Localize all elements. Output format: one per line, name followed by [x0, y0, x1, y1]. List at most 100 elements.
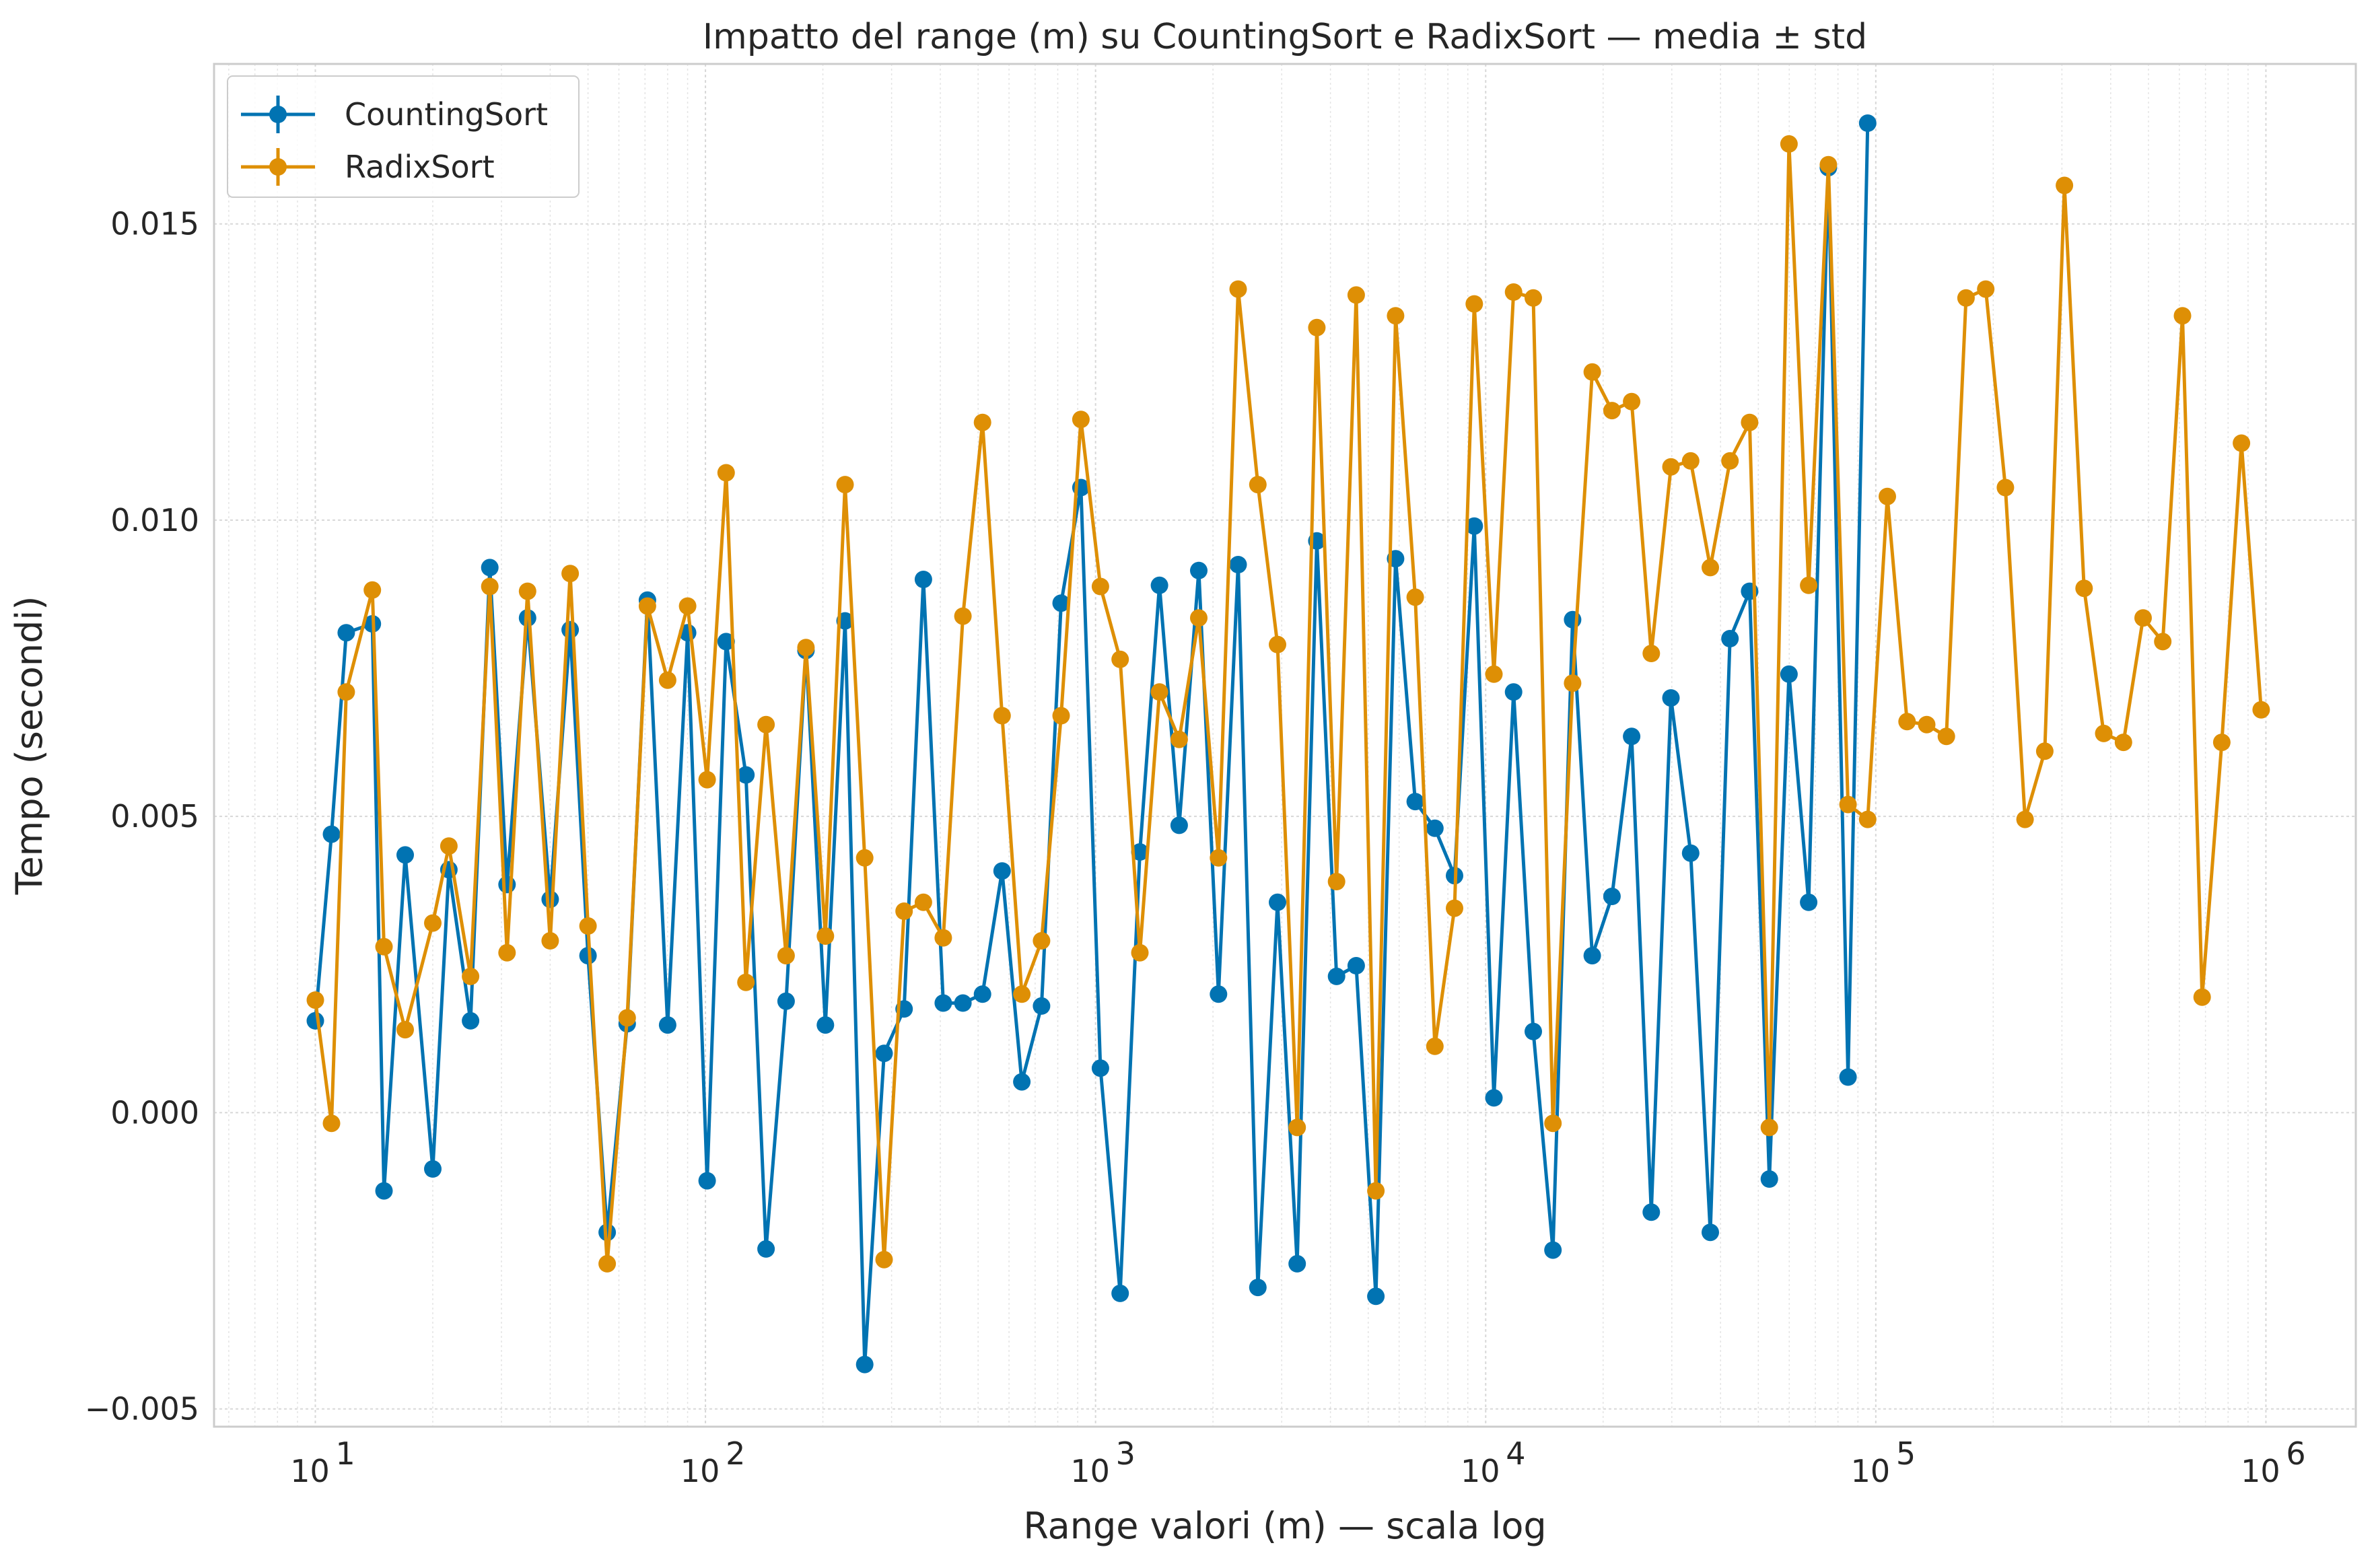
data-point	[1269, 635, 1286, 653]
data-point	[2252, 701, 2270, 719]
series-layer	[306, 114, 2270, 1374]
data-point	[717, 633, 735, 651]
data-point	[934, 929, 952, 947]
data-point	[2193, 988, 2211, 1006]
data-point	[1839, 1068, 1857, 1086]
data-point	[424, 914, 442, 932]
data-point	[337, 683, 355, 701]
data-point	[424, 1160, 442, 1178]
data-point	[1879, 487, 1896, 505]
data-point	[1249, 476, 1267, 494]
minor-grid	[228, 64, 2249, 1427]
data-point	[618, 1009, 636, 1027]
data-point	[518, 582, 536, 600]
data-point	[816, 1016, 835, 1034]
data-point	[658, 671, 676, 689]
data-point	[306, 991, 324, 1009]
x-axis-label: Range valori (m) — scala log	[1023, 1505, 1546, 1547]
data-point	[1426, 819, 1444, 837]
y-tick-labels: −0.005 0.000 0.005 0.010 0.015	[85, 206, 199, 1427]
data-point	[1642, 1203, 1661, 1221]
data-point	[757, 1240, 775, 1258]
data-point	[1327, 873, 1346, 890]
data-point	[1564, 610, 1582, 629]
legend-items: CountingSort RadixSort	[241, 96, 548, 186]
data-point	[2134, 609, 2152, 627]
data-point	[337, 624, 355, 642]
data-point	[1249, 1279, 1267, 1297]
data-point	[1485, 1089, 1503, 1107]
data-point	[914, 893, 932, 911]
data-point	[1681, 452, 1700, 470]
data-point	[1465, 295, 1483, 313]
data-point	[1544, 1114, 1562, 1133]
data-point	[2075, 579, 2093, 598]
data-point	[1858, 114, 1877, 132]
data-point	[1996, 478, 2015, 497]
data-point	[1485, 665, 1503, 683]
data-point	[855, 1355, 874, 1374]
data-point	[1702, 1223, 1719, 1242]
x-tick-label: 10	[680, 1453, 720, 1489]
data-point	[1347, 957, 1365, 974]
data-point	[2114, 734, 2132, 752]
data-point	[1858, 810, 1877, 828]
data-point	[934, 994, 952, 1012]
data-point	[1170, 730, 1188, 748]
data-point	[1033, 932, 1051, 950]
data-point	[2212, 734, 2231, 752]
data-point	[1760, 1118, 1778, 1137]
data-point	[396, 1021, 414, 1039]
data-point	[993, 707, 1011, 725]
data-point	[1033, 997, 1051, 1015]
x-tick-exponent: 1	[335, 1435, 355, 1472]
data-point	[1465, 517, 1483, 535]
data-point	[1308, 318, 1326, 336]
data-point	[1800, 893, 1818, 911]
chart-title: Impatto del range (m) su CountingSort e …	[703, 17, 1867, 57]
data-point	[973, 413, 991, 431]
data-point	[1367, 1182, 1385, 1200]
data-point	[1642, 645, 1661, 662]
data-point	[1150, 683, 1168, 701]
data-point	[1525, 1022, 1542, 1040]
data-point	[1623, 392, 1641, 411]
data-point	[1504, 283, 1523, 301]
data-point	[1131, 943, 1149, 962]
data-point	[306, 1011, 324, 1030]
data-point	[440, 837, 458, 855]
data-point	[363, 581, 382, 599]
data-point	[698, 1172, 716, 1190]
legend: CountingSort RadixSort	[227, 75, 580, 198]
data-point	[498, 943, 516, 962]
y-tick-label: 0.000	[110, 1094, 199, 1131]
data-point	[954, 607, 972, 625]
data-point	[1603, 888, 1621, 905]
data-point	[1544, 1241, 1562, 1259]
data-point	[1052, 594, 1070, 612]
data-point	[816, 927, 835, 945]
y-tick-label: 0.010	[110, 502, 199, 538]
legend-box	[227, 75, 580, 198]
data-point	[598, 1254, 617, 1273]
series-line	[314, 142, 2263, 1266]
x-tick-labels: 10 1 10 2 10 3 10 4 10 5 10 6	[290, 1435, 2306, 1489]
data-point	[875, 1250, 893, 1269]
data-point	[541, 890, 559, 908]
data-point	[1662, 458, 1680, 476]
data-point	[737, 973, 755, 991]
data-point	[1190, 561, 1208, 579]
data-point	[1760, 1170, 1778, 1188]
data-point	[1564, 674, 1582, 692]
data-point	[1662, 689, 1680, 707]
data-point	[797, 639, 815, 657]
series-radixsort	[306, 135, 2270, 1273]
data-point	[1525, 289, 1542, 307]
data-point	[1623, 727, 1641, 746]
series-line	[314, 122, 1870, 1367]
data-point	[1190, 609, 1208, 627]
data-point	[2095, 724, 2113, 742]
x-tick-exponent: 4	[1506, 1435, 1525, 1472]
data-point	[1583, 363, 1601, 381]
data-point	[1504, 683, 1523, 701]
